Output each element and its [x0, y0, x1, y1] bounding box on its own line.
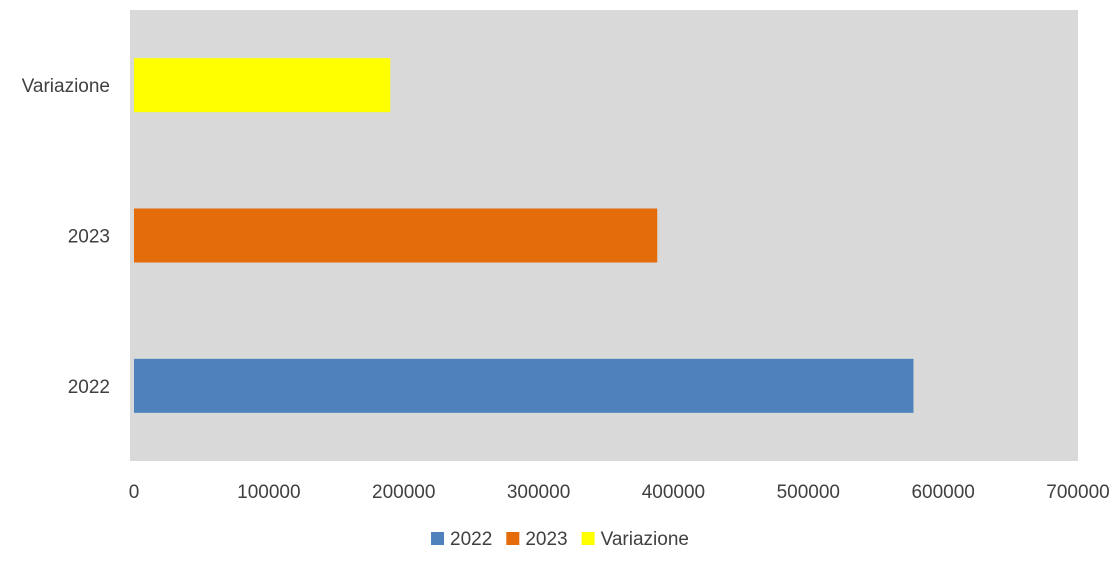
x-tick-label: 300000 [507, 482, 570, 503]
x-tick-label: 700000 [1046, 482, 1109, 503]
legend-swatch [506, 532, 520, 545]
x-tick-label: 500000 [777, 482, 840, 503]
legend-item-variazione: Variazione [581, 529, 689, 550]
legend-label: 2023 [525, 529, 567, 550]
legend-item-2023: 2023 [506, 529, 568, 550]
category-label-2022: 2022 [68, 377, 110, 398]
legend-swatch [581, 532, 595, 545]
legend-item-2022: 2022 [431, 529, 492, 550]
category-label-variazione: Variazione [22, 76, 110, 97]
bar-2022 [134, 358, 914, 413]
legend-label: 2022 [450, 529, 492, 550]
x-tick-label: 100000 [237, 482, 300, 503]
x-tick-label: 600000 [911, 482, 974, 503]
legend-label: Variazione [601, 529, 689, 550]
bar-variazione [134, 58, 391, 113]
x-tick-label: 200000 [372, 482, 435, 503]
legend-swatch [431, 532, 445, 545]
x-axis-tick-labels: 0 100000 200000 300000 400000 500000 600000 700… [129, 482, 1110, 503]
category-label-2023: 2023 [68, 227, 110, 248]
x-tick-label: 0 [129, 482, 140, 503]
legend: 2022 2023 Variazione [431, 529, 689, 550]
x-tick-label: 400000 [642, 482, 705, 503]
bar-group [134, 58, 914, 413]
bar-2023 [134, 208, 658, 263]
category-labels: 2022 2023 Variazione [22, 76, 110, 398]
